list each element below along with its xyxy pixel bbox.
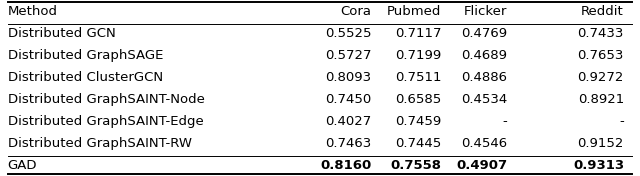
Text: 0.7653: 0.7653 bbox=[578, 49, 624, 62]
Text: Reddit: Reddit bbox=[581, 5, 624, 18]
Text: 0.9152: 0.9152 bbox=[578, 137, 624, 150]
Text: GAD: GAD bbox=[8, 159, 37, 172]
Text: 0.8093: 0.8093 bbox=[325, 71, 371, 84]
Text: 0.7117: 0.7117 bbox=[395, 27, 442, 40]
Text: Method: Method bbox=[8, 5, 58, 18]
Text: 0.7450: 0.7450 bbox=[325, 93, 371, 106]
Text: Cora: Cora bbox=[340, 5, 371, 18]
Text: Distributed ClusterGCN: Distributed ClusterGCN bbox=[8, 71, 163, 84]
Text: 0.5525: 0.5525 bbox=[324, 27, 371, 40]
Text: 0.7558: 0.7558 bbox=[390, 159, 442, 172]
Text: 0.5727: 0.5727 bbox=[324, 49, 371, 62]
Text: 0.7445: 0.7445 bbox=[396, 137, 442, 150]
Text: Distributed GraphSAGE: Distributed GraphSAGE bbox=[8, 49, 163, 62]
Text: 0.7463: 0.7463 bbox=[325, 137, 371, 150]
Text: 0.7199: 0.7199 bbox=[396, 49, 442, 62]
Text: 0.8160: 0.8160 bbox=[320, 159, 371, 172]
Text: 0.8921: 0.8921 bbox=[578, 93, 624, 106]
Text: 0.4907: 0.4907 bbox=[456, 159, 508, 172]
Text: 0.9272: 0.9272 bbox=[578, 71, 624, 84]
Text: 0.4546: 0.4546 bbox=[461, 137, 508, 150]
Text: 0.4027: 0.4027 bbox=[325, 115, 371, 128]
Text: Distributed GraphSAINT-Edge: Distributed GraphSAINT-Edge bbox=[8, 115, 204, 128]
Text: 0.4769: 0.4769 bbox=[461, 27, 508, 40]
Text: Distributed GraphSAINT-RW: Distributed GraphSAINT-RW bbox=[8, 137, 192, 150]
Text: 0.9313: 0.9313 bbox=[573, 159, 624, 172]
Text: Distributed GraphSAINT-Node: Distributed GraphSAINT-Node bbox=[8, 93, 205, 106]
Text: 0.4689: 0.4689 bbox=[461, 49, 508, 62]
Text: 0.7433: 0.7433 bbox=[578, 27, 624, 40]
Text: 0.7459: 0.7459 bbox=[396, 115, 442, 128]
Text: -: - bbox=[503, 115, 508, 128]
Text: -: - bbox=[620, 115, 624, 128]
Text: Flicker: Flicker bbox=[464, 5, 508, 18]
Text: 0.6585: 0.6585 bbox=[396, 93, 442, 106]
Text: Pubmed: Pubmed bbox=[387, 5, 442, 18]
Text: 0.7511: 0.7511 bbox=[395, 71, 442, 84]
Text: 0.4886: 0.4886 bbox=[461, 71, 508, 84]
Text: 0.4534: 0.4534 bbox=[461, 93, 508, 106]
Text: Distributed GCN: Distributed GCN bbox=[8, 27, 115, 40]
